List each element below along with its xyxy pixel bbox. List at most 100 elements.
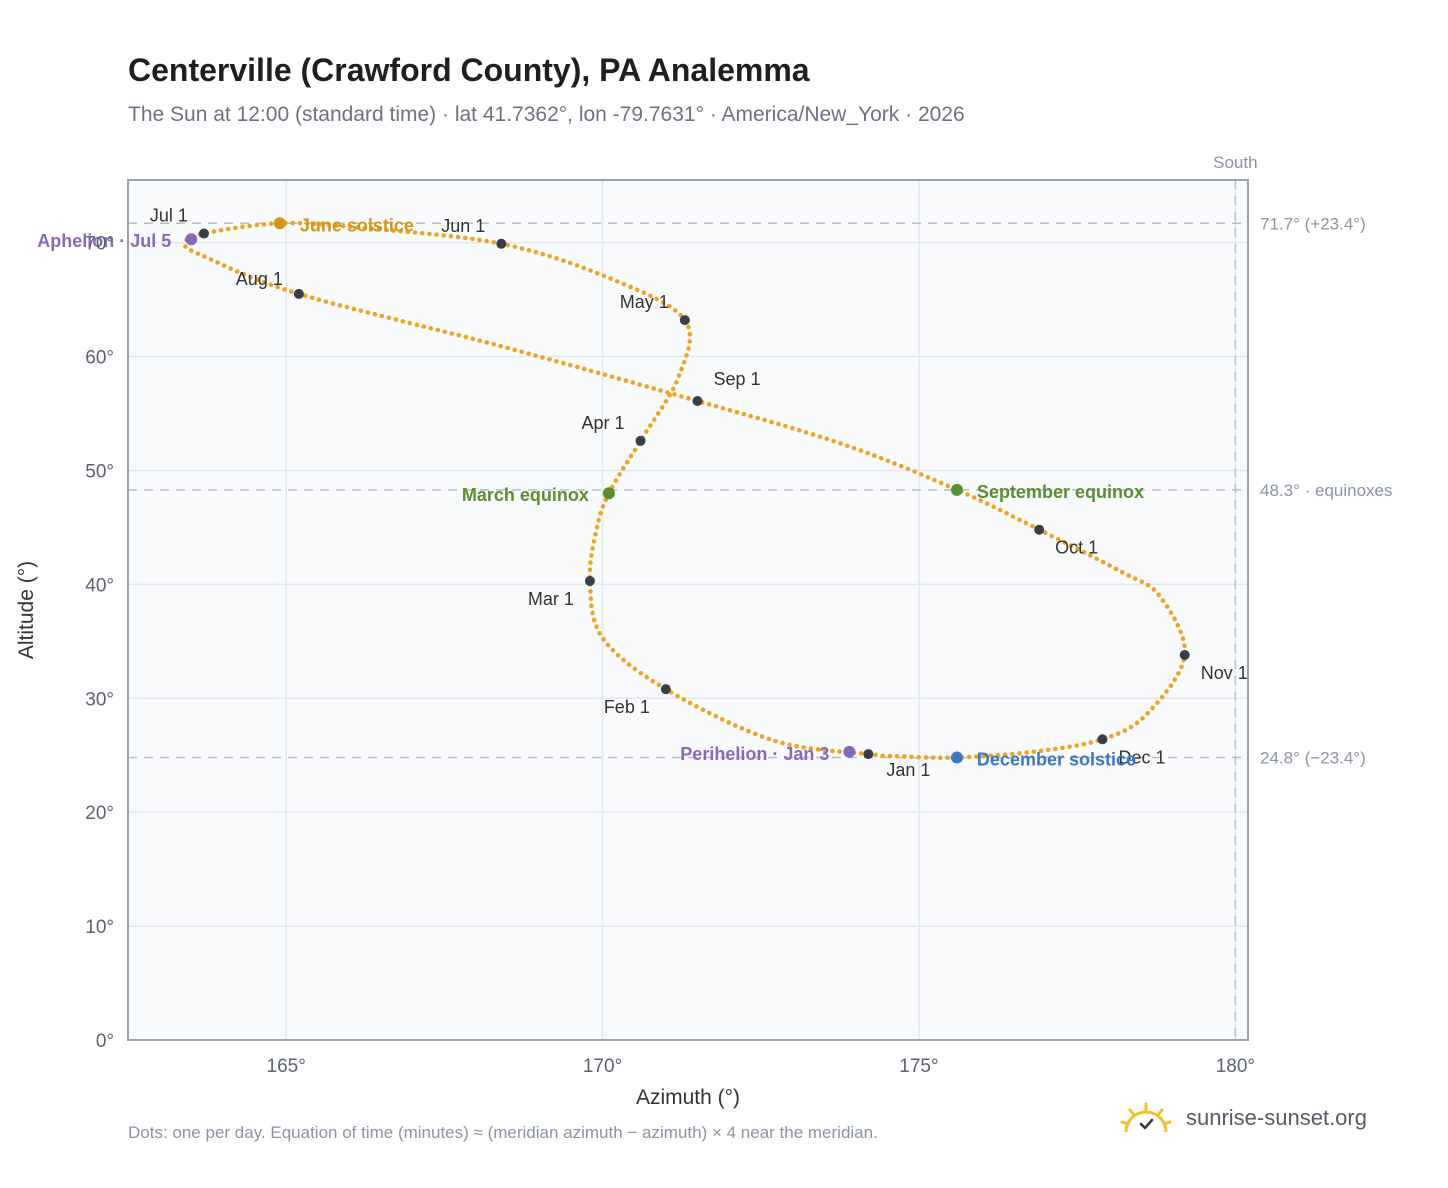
- day-dot: [484, 238, 489, 244]
- event-label: December solstice: [977, 750, 1136, 770]
- day-dot: [617, 472, 622, 477]
- x-tick-label: 165°: [267, 1056, 306, 1077]
- day-dot: [234, 269, 240, 274]
- day-dot: [595, 370, 601, 376]
- day-dot: [477, 237, 482, 243]
- day-dot: [1053, 746, 1058, 752]
- day-dot: [694, 704, 699, 709]
- day-dot: [282, 287, 287, 292]
- day-dot: [1004, 510, 1009, 516]
- day-dot: [616, 376, 622, 381]
- day-dot: [613, 478, 619, 483]
- y-tick-label: 30°: [85, 689, 114, 710]
- reference-label: 48.3° · equinoxes: [1260, 481, 1393, 500]
- day-dot: [801, 745, 807, 750]
- y-tick-label: 70°: [85, 234, 114, 255]
- day-dot: [880, 753, 885, 759]
- day-dot: [674, 380, 679, 385]
- day-dot: [1023, 520, 1029, 526]
- day-dot: [340, 223, 346, 229]
- day-dot: [498, 343, 504, 349]
- day-dot: [648, 423, 653, 428]
- day-dot: [600, 504, 606, 509]
- day-dot: [686, 346, 691, 351]
- month-point: [293, 288, 304, 299]
- brand[interactable]: sunrise-sunset.org: [1120, 1102, 1367, 1134]
- day-dot: [512, 244, 518, 250]
- day-dot: [365, 310, 371, 315]
- day-dot: [484, 340, 490, 345]
- day-dot: [894, 753, 900, 759]
- day-dot: [1122, 728, 1128, 733]
- day-dot: [221, 263, 227, 268]
- day-dot: [650, 678, 656, 684]
- day-dot: [965, 492, 970, 497]
- day-dot: [794, 743, 799, 749]
- day-dot: [1164, 689, 1169, 694]
- day-dot: [407, 320, 413, 326]
- month-point: [496, 238, 507, 249]
- day-dot: [686, 396, 691, 401]
- month-label: Dec 1: [1118, 747, 1165, 767]
- month-point: [1179, 649, 1190, 660]
- day-dot: [456, 332, 462, 338]
- day-dot: [641, 290, 647, 296]
- day-dot: [574, 263, 580, 268]
- day-dot: [470, 336, 476, 342]
- day-dot: [568, 362, 573, 368]
- day-dot: [1151, 587, 1157, 592]
- day-dot: [590, 610, 595, 616]
- day-dot: [601, 273, 607, 279]
- day-dot: [609, 374, 615, 380]
- x-axis-ticks: 165° 170° 175° 180°: [267, 1056, 1255, 1077]
- y-tick-label: 40°: [85, 575, 114, 596]
- brand-name: sunrise-sunset.org: [1186, 1105, 1367, 1130]
- day-dot: [1060, 745, 1065, 751]
- day-dot: [405, 229, 411, 235]
- day-dot: [344, 304, 350, 310]
- month-label: Mar 1: [528, 589, 574, 609]
- day-dot: [1179, 664, 1184, 670]
- day-dot: [660, 300, 666, 305]
- day-dot: [918, 472, 924, 477]
- day-dot: [824, 436, 830, 442]
- month-point: [1097, 734, 1108, 745]
- day-dot: [512, 347, 517, 353]
- day-dot: [248, 274, 253, 280]
- day-dot: [658, 388, 663, 393]
- day-dot: [815, 747, 821, 752]
- day-dot: [1168, 610, 1174, 615]
- day-dot: [1128, 724, 1134, 730]
- event-label: September equinox: [977, 482, 1144, 502]
- day-dot: [358, 308, 364, 314]
- day-dot: [1145, 710, 1150, 716]
- day-dot: [302, 293, 308, 299]
- day-dot: [766, 736, 772, 742]
- day-dot: [591, 617, 597, 623]
- day-dot: [621, 281, 627, 287]
- day-dot: [602, 372, 608, 378]
- month-point: [635, 435, 646, 446]
- day-dot: [638, 670, 644, 676]
- day-dot: [470, 236, 475, 242]
- month-label: Aug 1: [236, 269, 283, 289]
- day-dot: [505, 242, 511, 248]
- day-dot: [348, 224, 353, 230]
- month-label: May 1: [620, 292, 669, 312]
- day-dot: [632, 447, 638, 453]
- day-dot: [621, 465, 626, 471]
- day-dot: [323, 299, 329, 304]
- day-dot: [865, 450, 870, 456]
- day-dot: [589, 603, 594, 609]
- day-dot: [297, 220, 303, 226]
- day-dot: [1180, 636, 1186, 642]
- day-dot: [414, 322, 420, 328]
- month-label: Oct 1: [1055, 538, 1098, 558]
- day-dot: [491, 240, 497, 245]
- day-dot: [428, 325, 434, 331]
- day-dot: [885, 458, 891, 464]
- day-dot: [988, 753, 994, 759]
- day-dot: [817, 434, 823, 439]
- day-dot: [887, 753, 893, 759]
